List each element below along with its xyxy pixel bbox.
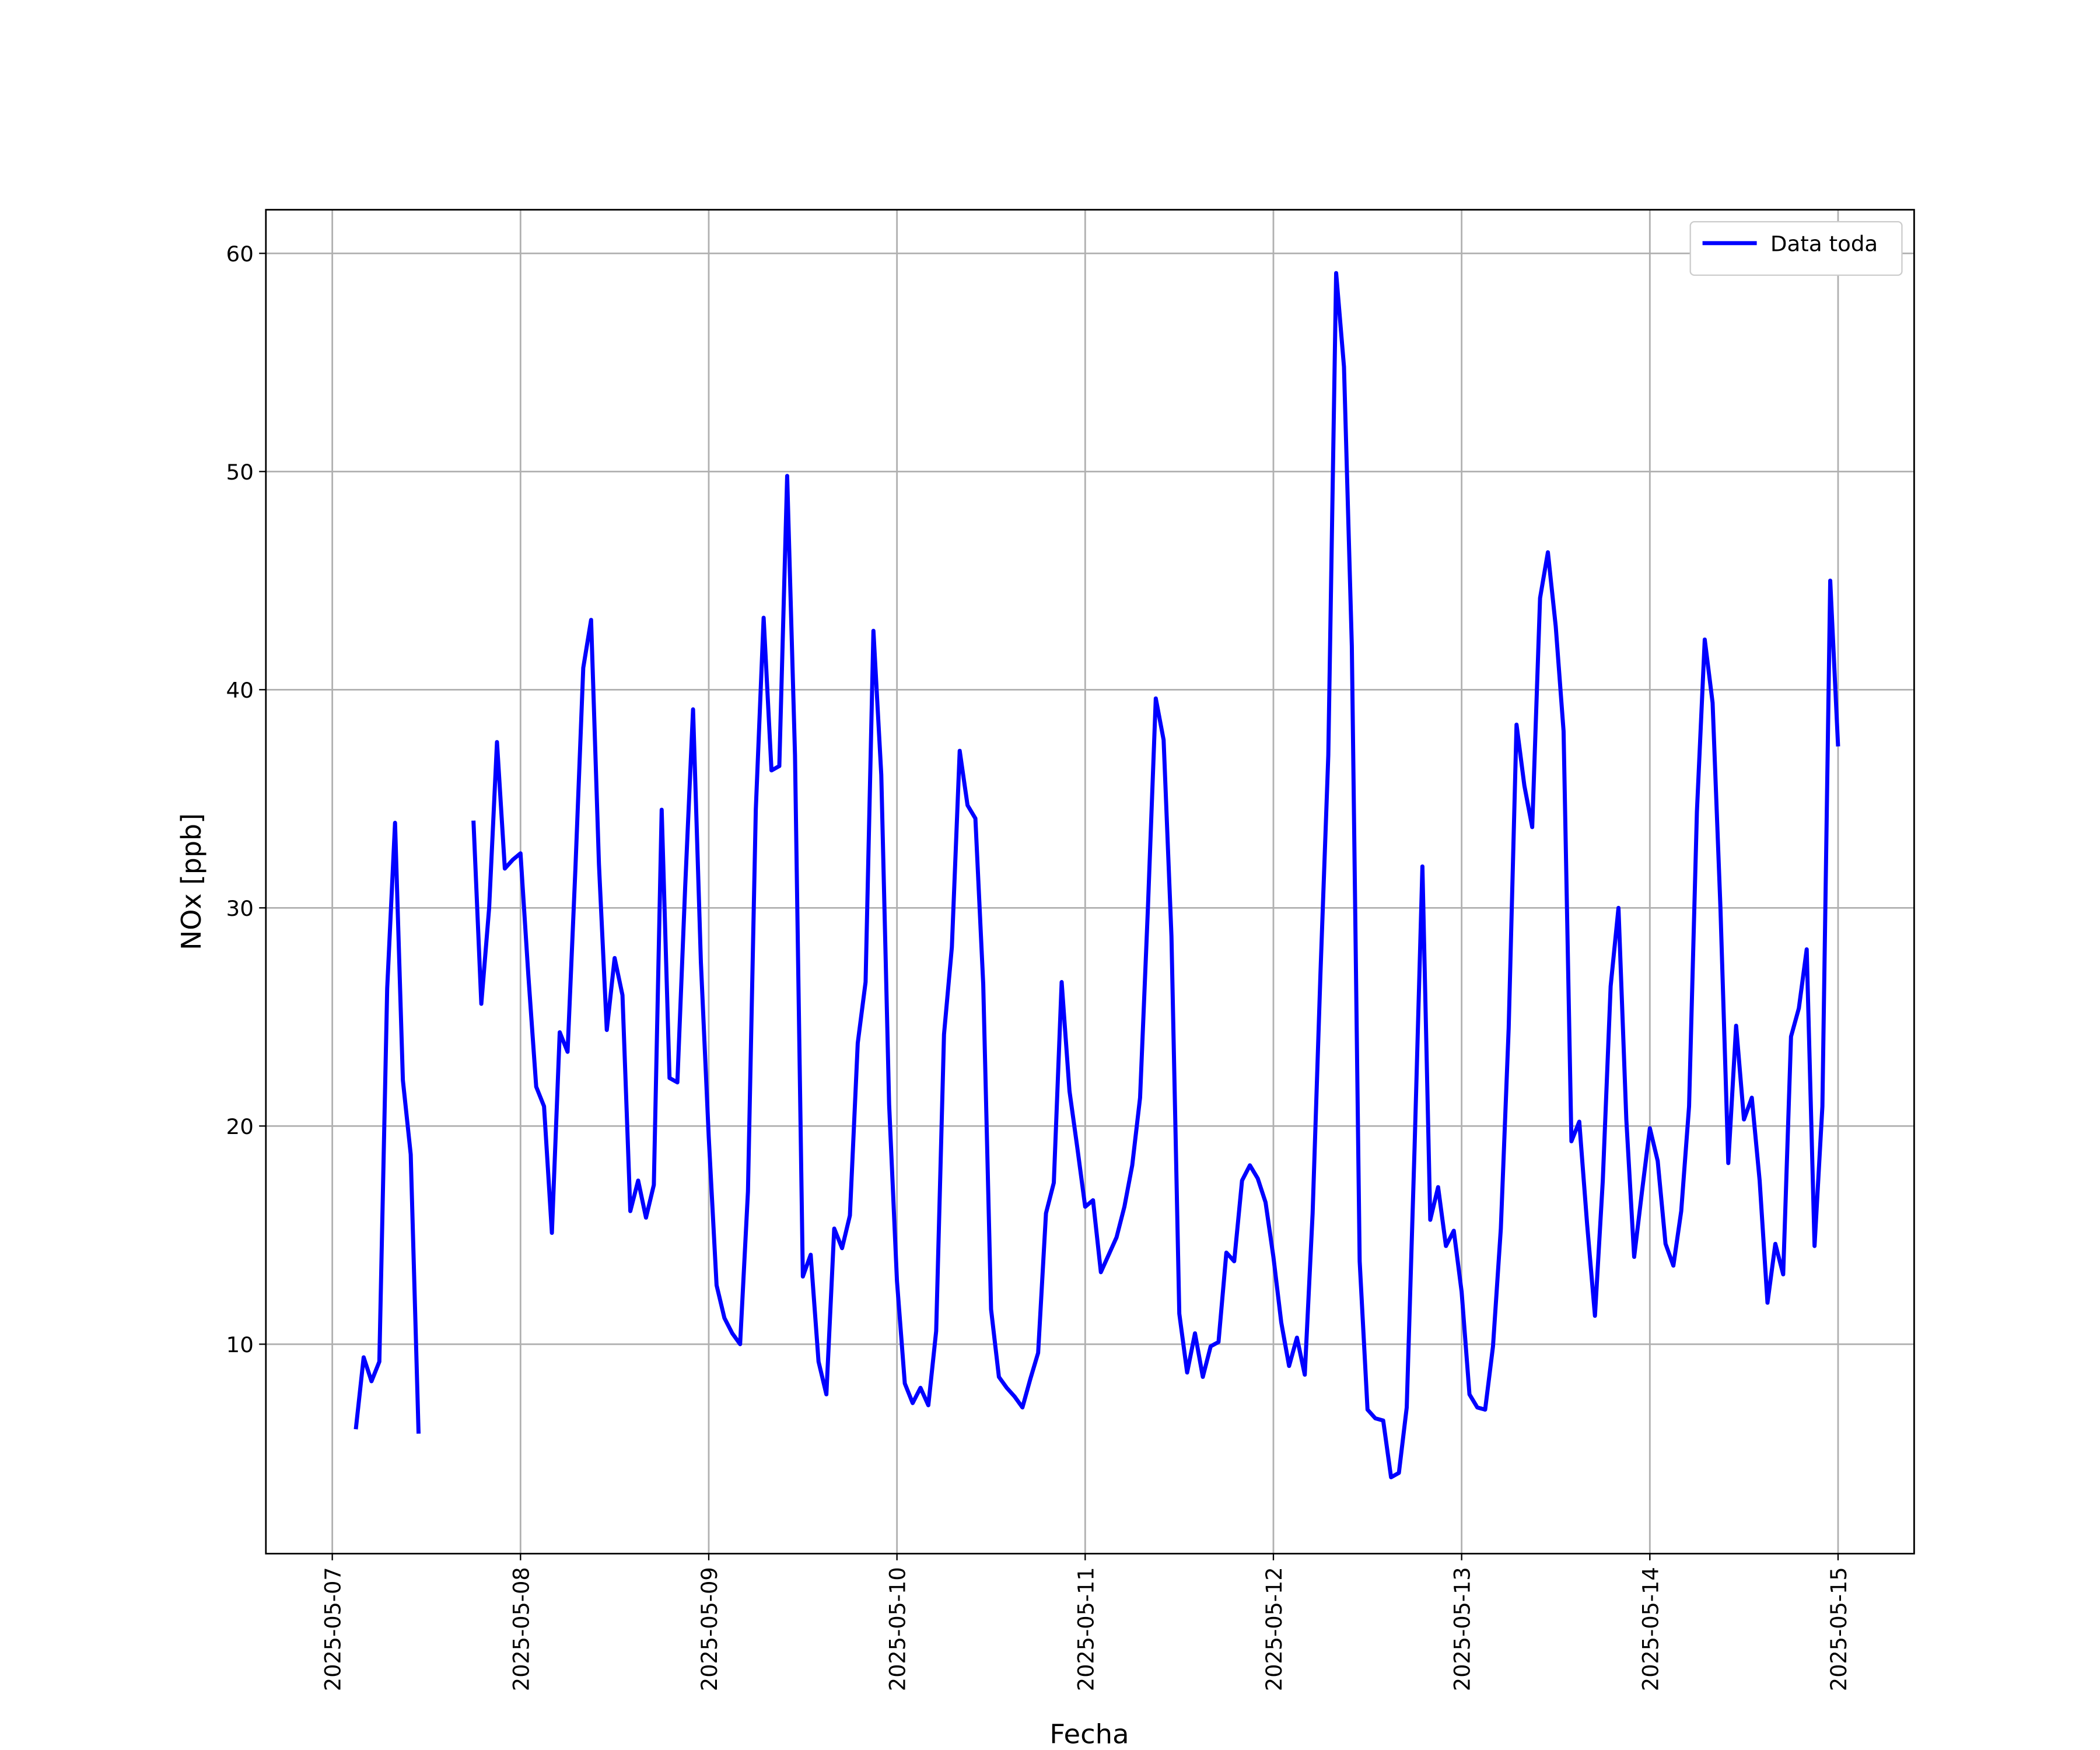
x-tick-label: 2025-05-07 [320,1567,345,1691]
y-tick-label: 50 [226,460,254,485]
x-tick-label: 2025-05-14 [1638,1567,1663,1691]
y-tick-label: 40 [226,678,254,703]
data-line [354,271,1840,1479]
y-axis-label: NOx [ppb] [176,813,207,950]
y-tick-label: 10 [226,1332,254,1357]
plot-frame [265,209,1915,1555]
x-axis-label: Fecha [1049,1718,1129,1750]
x-tick-label: 2025-05-12 [1262,1567,1287,1691]
x-tick-label: 2025-05-08 [509,1567,534,1691]
x-tick-label: 2025-05-09 [697,1567,722,1691]
y-tick-label: 30 [226,896,254,921]
legend-box [1689,221,1903,276]
legend-label: Data toda [1770,232,1878,257]
x-tick-label: 2025-05-10 [885,1567,910,1691]
x-tick-label: 2025-05-15 [1826,1567,1852,1691]
y-tick-label: 20 [226,1114,254,1139]
x-tick-label: 2025-05-13 [1450,1567,1475,1691]
y-tick-label: 60 [226,242,254,267]
x-tick-label: 2025-05-11 [1073,1567,1098,1691]
